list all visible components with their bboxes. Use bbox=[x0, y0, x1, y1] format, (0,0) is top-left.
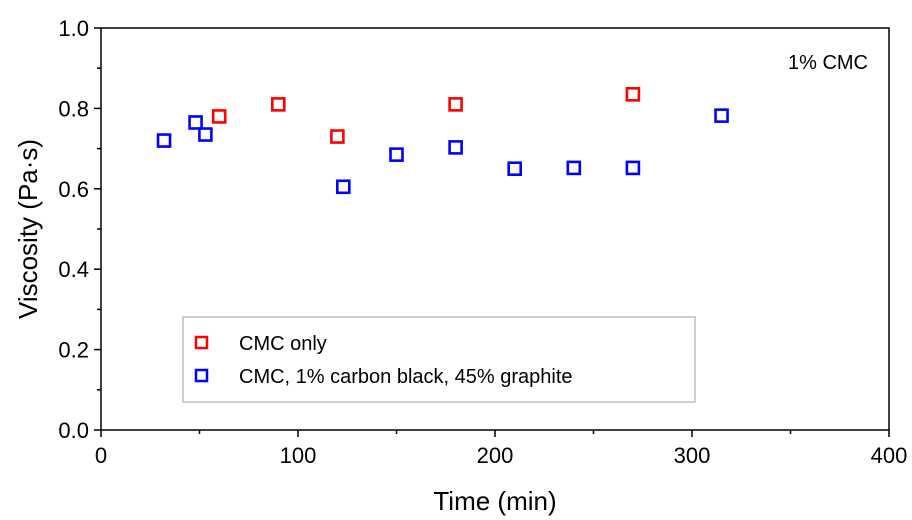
legend-label-cmc-carbon-graphite: CMC, 1% carbon black, 45% graphite bbox=[239, 366, 573, 388]
point-cmc-only bbox=[330, 129, 345, 144]
x-axis-label: Time (min) bbox=[433, 486, 556, 516]
x-tick-label: 400 bbox=[871, 443, 908, 468]
x-tick-label: 0 bbox=[95, 443, 107, 468]
data-points bbox=[156, 87, 729, 195]
legend: CMC only CMC, 1% carbon black, 45% graph… bbox=[182, 316, 696, 403]
y-tick-label: 0.6 bbox=[58, 177, 89, 202]
y-tick-label: 0.8 bbox=[58, 96, 89, 121]
y-axis-label: Viscosity (Pa·s) bbox=[13, 139, 43, 319]
point-cmc-only bbox=[270, 97, 286, 112]
point-cmc-only bbox=[448, 97, 463, 112]
x-tick-label: 100 bbox=[280, 443, 317, 468]
point-cmc-carbon-graphite bbox=[198, 127, 213, 142]
x-tick-label: 300 bbox=[674, 443, 711, 468]
point-cmc-only bbox=[211, 109, 227, 124]
point-cmc-carbon-graphite bbox=[566, 160, 582, 176]
legend-label-cmc-only: CMC only bbox=[239, 333, 327, 355]
point-cmc-carbon-graphite bbox=[507, 161, 523, 176]
point-cmc-carbon-graphite bbox=[389, 147, 404, 162]
point-cmc-carbon-graphite bbox=[714, 108, 729, 123]
chart-annotation: 1% CMC bbox=[788, 52, 868, 74]
axis-ticks bbox=[94, 27, 890, 437]
point-cmc-carbon-graphite bbox=[448, 140, 463, 155]
point-cmc-carbon-graphite bbox=[625, 160, 641, 176]
point-cmc-only bbox=[625, 87, 641, 102]
legend-marker-cmc-carbon-graphite bbox=[194, 368, 209, 383]
y-tick-label: 0.2 bbox=[58, 338, 89, 363]
point-cmc-carbon-graphite bbox=[336, 179, 351, 195]
y-tick-label: 0.0 bbox=[58, 418, 89, 443]
legend-box bbox=[182, 316, 696, 403]
axis-tick-labels: 0 100 200 300 400 0.0 0.2 0.4 0.6 0.8 1.0 bbox=[58, 16, 907, 468]
y-tick-label: 0.4 bbox=[58, 257, 89, 282]
legend-marker-cmc-only bbox=[194, 335, 209, 350]
point-cmc-carbon-graphite bbox=[156, 133, 172, 148]
x-tick-label: 200 bbox=[477, 443, 514, 468]
y-tick-label: 1.0 bbox=[58, 16, 89, 41]
point-cmc-carbon-graphite bbox=[188, 115, 203, 130]
